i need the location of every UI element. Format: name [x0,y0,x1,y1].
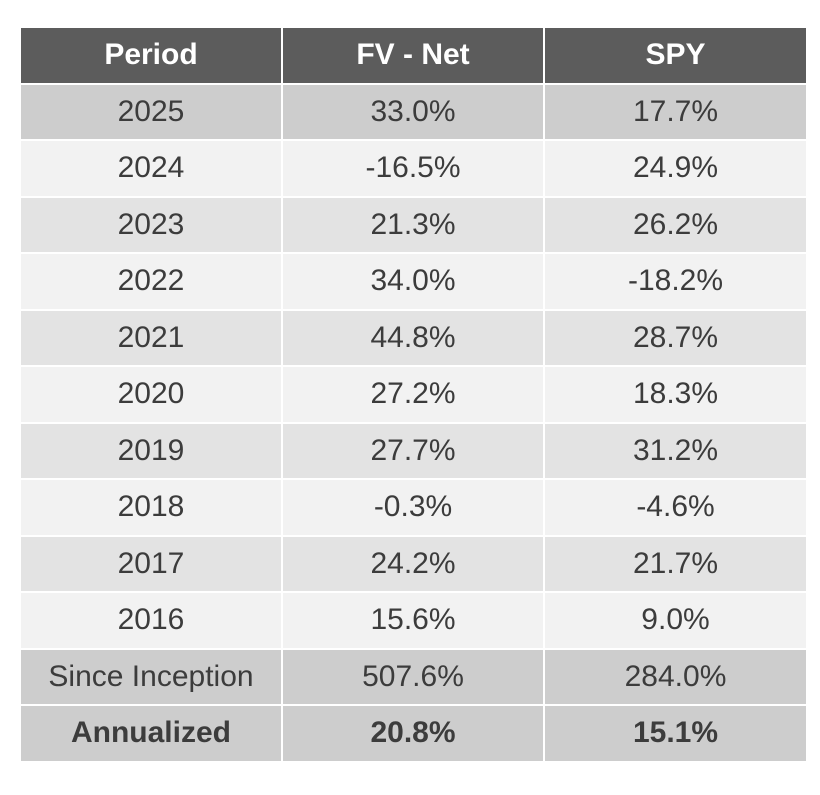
table-row: 2024 -16.5% 24.9% [21,141,806,198]
cell-fv-net: 21.3% [283,197,545,254]
cell-spy: 18.3% [545,367,806,424]
cell-spy: 15.1% [545,706,806,763]
cell-fv-net: 20.8% [283,706,545,763]
table-row: 2023 21.3% 26.2% [21,197,806,254]
table-row: 2020 27.2% 18.3% [21,367,806,424]
cell-fv-net: -0.3% [283,480,545,537]
cell-spy: 26.2% [545,197,806,254]
cell-period: 2017 [21,536,283,593]
header-fv-net: FV - Net [283,28,545,85]
cell-fv-net: 27.7% [283,423,545,480]
cell-period: 2023 [21,197,283,254]
cell-spy: 24.9% [545,141,806,198]
cell-period: Annualized [21,706,283,763]
cell-fv-net: 44.8% [283,310,545,367]
cell-period: 2022 [21,254,283,311]
table-row: 2018 -0.3% -4.6% [21,480,806,537]
cell-period: 2021 [21,310,283,367]
table-row: Annualized 20.8% 15.1% [21,706,806,763]
header-period: Period [21,28,283,85]
table-row: 2021 44.8% 28.7% [21,310,806,367]
cell-period: 2019 [21,423,283,480]
cell-period: 2025 [21,84,283,141]
cell-fv-net: -16.5% [283,141,545,198]
cell-spy: -4.6% [545,480,806,537]
table-row: 2025 33.0% 17.7% [21,84,806,141]
cell-fv-net: 15.6% [283,593,545,650]
cell-fv-net: 27.2% [283,367,545,424]
header-spy: SPY [545,28,806,85]
cell-spy: 31.2% [545,423,806,480]
table-header-row: Period FV - Net SPY [21,28,806,85]
cell-period: 2024 [21,141,283,198]
cell-spy: 9.0% [545,593,806,650]
cell-spy: 28.7% [545,310,806,367]
table-row: 2022 34.0% -18.2% [21,254,806,311]
cell-period: 2018 [21,480,283,537]
cell-spy: 284.0% [545,649,806,706]
cell-spy: -18.2% [545,254,806,311]
cell-period: 2020 [21,367,283,424]
cell-fv-net: 507.6% [283,649,545,706]
cell-spy: 17.7% [545,84,806,141]
cell-spy: 21.7% [545,536,806,593]
table-row: Since Inception 507.6% 284.0% [21,649,806,706]
table-row: 2016 15.6% 9.0% [21,593,806,650]
table-row: 2017 24.2% 21.7% [21,536,806,593]
table-body: 2025 33.0% 17.7% 2024 -16.5% 24.9% 2023 21.3% 26… [21,84,806,763]
cell-period: Since Inception [21,649,283,706]
cell-fv-net: 24.2% [283,536,545,593]
table-row: 2019 27.7% 31.2% [21,423,806,480]
performance-table: Period FV - Net SPY 2025 33.0% 17.7% 2024 -1… [21,28,806,763]
cell-period: 2016 [21,593,283,650]
cell-fv-net: 33.0% [283,84,545,141]
cell-fv-net: 34.0% [283,254,545,311]
